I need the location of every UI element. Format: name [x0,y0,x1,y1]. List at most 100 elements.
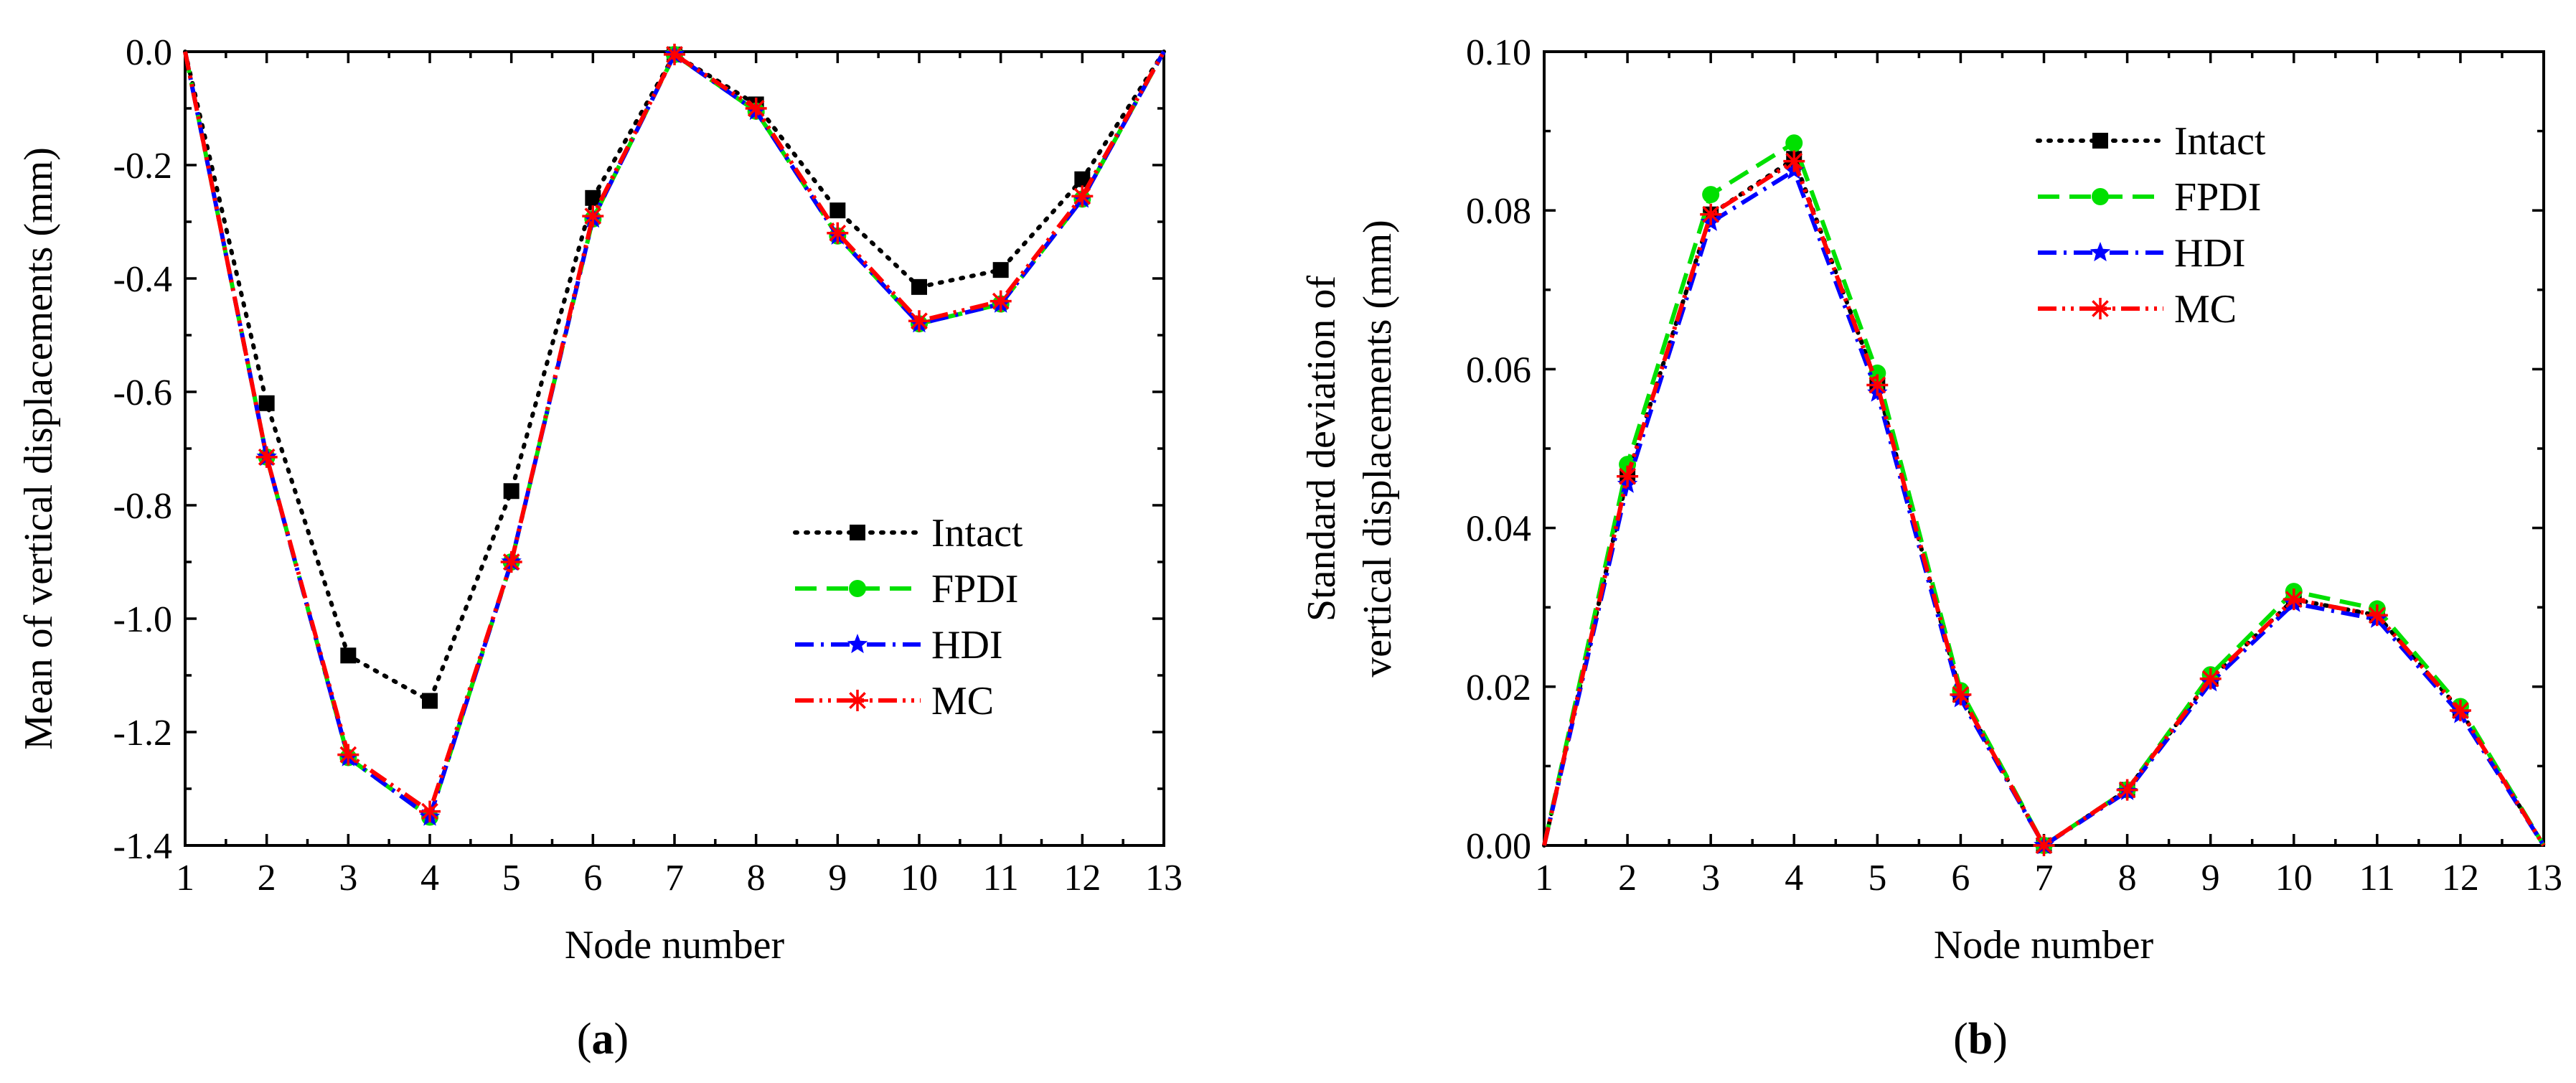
panel-a-xtick-label: 3 [339,858,357,899]
panel-a-marker-mc [989,290,1012,312]
panel-a-marker-mc [827,222,849,244]
panel-b-xtick-label: 5 [1868,858,1886,899]
panel-a-chart: Mean of vertical displacements (mm) Node… [17,32,1183,1064]
panel-a-legend-marker-intact [850,525,865,540]
panel-a-xtick-label: 12 [1063,858,1101,899]
panel-a-legend-marker-fpdi [849,580,866,597]
panel-b-marker-mc [2283,589,2305,611]
panel-b-marker-mc [2033,835,2055,856]
panel-a-ytick-label: -1.0 [113,599,172,640]
panel-a-marker-intact [422,693,438,709]
panel-a-ylabel: Mean of vertical displacements (mm) [17,147,61,750]
panel-a-marker-mc [500,551,522,573]
panel-a-marker-mc [255,446,278,468]
panel-b-xtick-label: 9 [2201,858,2220,899]
panel-a-legend-marker-mc [847,690,868,711]
panel-b-marker-mc [1950,683,1972,705]
panel-b-xlabel: Node number [1934,923,2154,967]
panel-b-marker-fpdi [1785,134,1803,152]
panel-a-ytick-label: -1.2 [113,713,172,754]
panel-a-marker-intact [1074,171,1091,187]
panel-a-xtick-label: 9 [828,858,847,899]
panel-a-marker-mc [582,205,604,228]
panel-a-xtick-label: 5 [502,858,521,899]
panel-a-marker-mc [664,43,685,65]
panel-b-xtick-label: 11 [2359,858,2395,899]
panel-a-ytick-label: 0.0 [126,32,172,73]
panel-a-legend-label-fpdi: FPDI [931,567,1018,611]
panel-a-series-hdi [183,43,1166,826]
panel-b-series-intact [1542,151,2546,853]
panel-a-legend-label-mc: MC [931,679,994,723]
panel-a-xtick-label: 1 [176,858,194,899]
panel-a-ytick-label: -0.4 [113,259,172,300]
panel-a-label: (a) [577,1015,629,1064]
b-panel-label-letter: b [1968,1015,1993,1064]
panel-a-marker-intact [503,483,520,500]
panel-b-marker-mc [1783,150,1805,172]
panel-b-legend-marker-hdi [2090,242,2111,262]
panel-b-legend-label-hdi: HDI [2174,231,2246,276]
panel-a-marker-mc [908,310,930,332]
panel-b-xtick-label: 10 [2275,858,2313,899]
a-panel-label-letter: a [592,1015,614,1064]
panel-b-marker-fpdi [1702,186,1720,204]
panel-b-legend-marker-intact [2092,133,2108,149]
panel-b-xtick-label: 1 [1535,858,1553,899]
panel-a-series-mc [183,43,1166,822]
panel-b-ylabel-line2: vertical displacements (mm) [1355,220,1400,678]
panel-a-xtick-label: 8 [747,858,766,899]
panel-a-legend-label-intact: Intact [931,511,1023,555]
panel-a-marker-intact [829,202,846,219]
panel-b-xtick-label: 4 [1785,858,1803,899]
panel-a-marker-mc [419,800,441,822]
panel-b-series-fpdi [1542,134,2546,854]
panel-a-marker-intact [340,647,357,664]
panel-a-xtick-label: 13 [1145,858,1183,899]
panel-a-marker-mc [745,98,767,119]
panel-b-xtick-label: 3 [1701,858,1720,899]
panel-a-ylabel-wrap: Mean of vertical displacements (mm) [17,147,61,750]
panel-a-xtick-label: 11 [983,858,1019,899]
panel-a-xtick-label: 7 [665,858,684,899]
panel-b-ytick-label: 0.02 [1466,667,1531,708]
panel-b-legend-label-intact: Intact [2174,119,2266,164]
panel-a-xtick-label: 4 [420,858,439,899]
panel-b-marker-mc [1617,465,1639,487]
panel-b-line-intact [1542,156,2546,848]
panel-a-marker-mc [337,744,359,766]
panel-b-xtick-label: 6 [1951,858,1970,899]
panel-a-marker-intact [992,262,1009,278]
panel-b-marker-mc [2449,700,2471,721]
panel-a-ytick-label: -1.4 [113,826,172,867]
panel-b-xtick-label: 2 [1618,858,1637,899]
panel-b-ytick-label: 0.00 [1466,826,1531,867]
panel-b-ylabel-line1: Standard deviation of [1299,276,1344,622]
panel-b-label: (b) [1953,1015,2008,1064]
panel-b-marker-mc [1866,374,1889,396]
panel-a-xtick-label: 10 [901,858,938,899]
panel-a-xtick-label: 2 [258,858,276,899]
panel-b-legend-marker-fpdi [2092,188,2109,205]
panel-b-ytick-label: 0.08 [1466,191,1531,232]
panel-a-ytick-label: -0.8 [113,486,172,527]
panel-a-xlabel: Node number [565,923,785,967]
panel-b-chart: Standard deviation of vertical displacem… [1299,32,2562,1064]
panel-b-plot-frame [1543,50,2545,847]
panel-b-line-fpdi [1542,141,2546,848]
panel-a-marker-intact [911,278,927,295]
panel-b-xtick-label: 13 [2525,858,2562,899]
panel-a-marker-intact [585,189,601,206]
panel-b-marker-mc [1700,203,1722,225]
panel-b-series-mc [1542,150,2546,856]
panel-b-legend-label-mc: MC [2174,287,2237,332]
panel-b-xtick-label: 7 [2035,858,2054,899]
panel-a-xtick-label: 6 [583,858,602,899]
panel-b-marker-mc [2116,779,2138,801]
panel-a-marker-mc [1071,185,1094,207]
panel-a-ytick-label: -0.2 [113,146,172,187]
panel-a-legend-label-hdi: HDI [931,623,1003,667]
panel-b-xtick-label: 8 [2118,858,2137,899]
panel-b-marker-mc [2366,604,2388,627]
